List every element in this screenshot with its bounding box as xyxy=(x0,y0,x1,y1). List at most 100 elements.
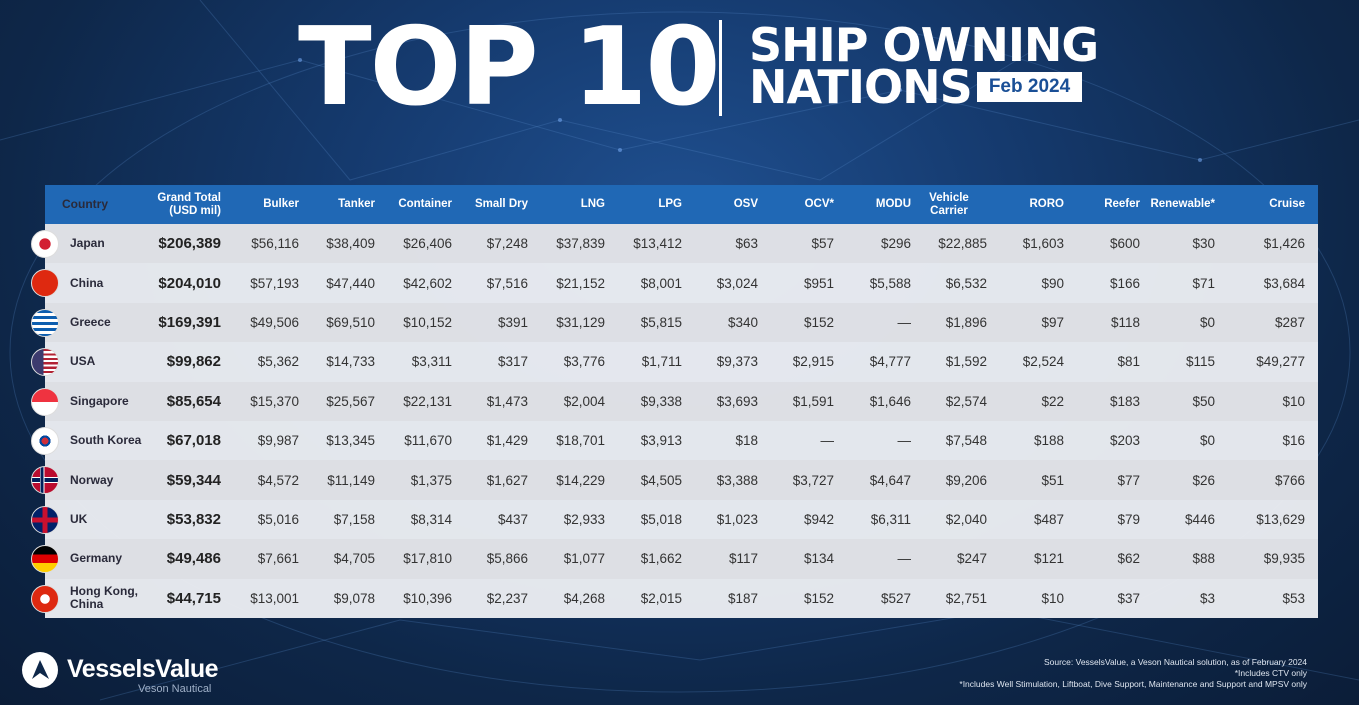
value-cell: $13,001 xyxy=(250,590,299,606)
country-name: Hong Kong, China xyxy=(70,584,138,612)
value-cell: $527 xyxy=(880,590,911,606)
value-cell: $11,149 xyxy=(327,472,375,488)
column-header: Vehicle Carrier xyxy=(929,191,969,217)
value-cell: $22,885 xyxy=(938,236,987,252)
value-cell: $49,506 xyxy=(250,314,299,330)
value-cell: $81 xyxy=(1117,354,1140,370)
value-cell: $13,345 xyxy=(326,433,375,449)
ship-owning-nations-table: Country Grand Total (USD mil) Bulker Tanker… xyxy=(31,185,1318,618)
value-cell: $152 xyxy=(803,590,834,606)
value-cell: $6,532 xyxy=(945,275,987,291)
value-cell: $10 xyxy=(1041,590,1064,606)
country-name: South Korea xyxy=(70,433,142,448)
value-cell: $2,751 xyxy=(945,590,987,606)
value-cell: $9,987 xyxy=(257,433,299,449)
value-cell: $1,592 xyxy=(945,354,987,370)
table-row: Singapore $85,654 $15,370 $25,567 $22,131 $1,… xyxy=(31,381,1318,421)
value-cell: $3,024 xyxy=(716,275,758,291)
column-header: Country xyxy=(62,197,108,211)
value-cell: $9,206 xyxy=(945,472,987,488)
value-cell: $16 xyxy=(1282,433,1305,449)
footnote-ctv: *Includes CTV only xyxy=(1234,668,1307,678)
column-header: RORO xyxy=(1029,198,1065,210)
value-cell: $7,548 xyxy=(945,433,987,449)
value-cell: $3,388 xyxy=(716,472,758,488)
value-cell: $5,018 xyxy=(640,511,682,527)
value-cell: $7,248 xyxy=(486,236,528,252)
value-cell: $951 xyxy=(803,275,834,291)
title-divider xyxy=(719,20,722,116)
table-row: Norway $59,344 $4,572 $11,149 $1,375 $1,627 $1… xyxy=(31,460,1318,500)
column-header: Bulker xyxy=(263,198,299,210)
value-cell: $187 xyxy=(727,590,758,606)
value-cell: $4,572 xyxy=(257,472,299,488)
value-cell: $1,896 xyxy=(945,314,987,330)
grand-total-cell: $85,654 xyxy=(166,392,221,410)
value-cell: $5,815 xyxy=(640,314,682,330)
value-cell: $3,693 xyxy=(716,393,758,409)
value-cell: $3,727 xyxy=(792,472,834,488)
value-cell: $14,733 xyxy=(326,354,375,370)
value-cell: $4,777 xyxy=(869,354,911,370)
value-cell: $340 xyxy=(727,314,758,330)
norway-flag-icon xyxy=(31,466,59,495)
title-top-10: TOP 10 xyxy=(298,5,721,130)
table-row: USA $99,862 $5,362 $14,733 $3,311 $317 $3,776 $… xyxy=(31,342,1318,381)
country-name: Germany xyxy=(70,551,123,566)
value-cell: $63 xyxy=(735,236,758,252)
value-cell: $37 xyxy=(1117,590,1140,606)
value-cell: $2,524 xyxy=(1022,354,1064,370)
value-cell: $2,040 xyxy=(945,511,987,527)
value-cell: $9,078 xyxy=(333,590,375,606)
value-cell: $30 xyxy=(1192,236,1215,252)
value-cell: $88 xyxy=(1192,551,1215,567)
subtitle-line2: NATIONS xyxy=(749,60,973,114)
value-cell: $8,001 xyxy=(640,275,682,291)
japan-flag-icon xyxy=(31,230,59,258)
value-cell: — xyxy=(897,433,912,449)
value-cell: $11,670 xyxy=(404,433,452,449)
value-cell: $53 xyxy=(1282,590,1305,606)
value-cell: $31,129 xyxy=(556,314,605,330)
footnotes: Source: VesselsValue, a Veson Nautical s… xyxy=(959,657,1307,690)
value-cell: $2,004 xyxy=(563,393,605,409)
value-cell: $1,591 xyxy=(792,393,834,409)
column-header: OSV xyxy=(733,198,758,210)
value-cell: $152 xyxy=(803,314,834,330)
column-header: Container xyxy=(398,198,452,210)
value-cell: $1,426 xyxy=(1263,236,1305,252)
value-cell: $15,370 xyxy=(250,393,299,409)
value-cell: $487 xyxy=(1033,511,1064,527)
grand-total-cell: $49,486 xyxy=(166,550,221,568)
column-header: LNG xyxy=(580,198,605,210)
value-cell: $3 xyxy=(1199,590,1215,606)
value-cell: $56,116 xyxy=(251,236,299,252)
vesselsvalue-logo-icon xyxy=(22,652,58,688)
grand-total-cell: $99,862 xyxy=(166,353,221,371)
column-header: LPG xyxy=(658,198,682,210)
value-cell: $13,629 xyxy=(1256,511,1305,527)
value-cell: $600 xyxy=(1109,236,1140,252)
value-cell: $42,602 xyxy=(403,275,452,291)
column-header: Tanker xyxy=(338,198,375,210)
value-cell: $134 xyxy=(803,551,834,567)
value-cell: $7,158 xyxy=(333,511,375,527)
grand-total-cell: $53,832 xyxy=(166,510,221,528)
value-cell: $391 xyxy=(497,314,528,330)
value-cell: $115 xyxy=(1185,354,1215,370)
value-cell: $2,915 xyxy=(792,354,834,370)
value-cell: $4,705 xyxy=(333,551,375,567)
hong-kong-flag-icon xyxy=(31,584,59,613)
germany-flag-icon xyxy=(31,545,59,574)
value-cell: $9,373 xyxy=(716,354,758,370)
value-cell: $4,268 xyxy=(563,590,605,606)
value-cell: $90 xyxy=(1041,275,1064,291)
value-cell: $26 xyxy=(1192,472,1215,488)
table-row: Hong Kong, China $44,715 $13,001 $9,078 $10,… xyxy=(31,579,1318,618)
value-cell: $9,935 xyxy=(1263,551,1305,567)
value-cell: $1,429 xyxy=(486,433,528,449)
value-cell: $18 xyxy=(735,433,758,449)
value-cell: $287 xyxy=(1274,314,1305,330)
table-body: Japan $206,389 $56,116 $38,409 $26,406 $7,248… xyxy=(31,224,1318,618)
value-cell: — xyxy=(897,551,912,567)
